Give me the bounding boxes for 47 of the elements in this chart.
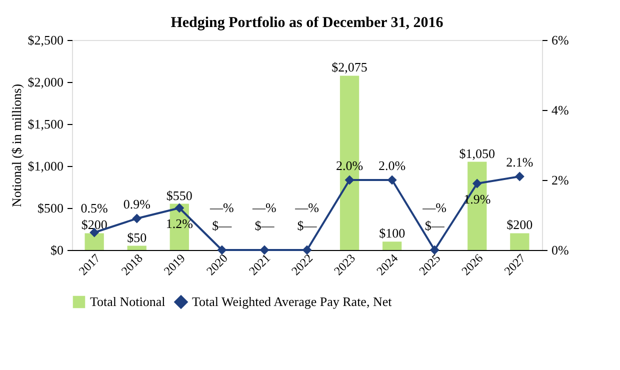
y-tick-label: $1,500: [28, 116, 64, 132]
point: [174, 203, 184, 213]
legend-label: Total Notional: [90, 294, 166, 309]
y-tick-label: $0: [50, 242, 64, 258]
point: [260, 245, 270, 255]
data-label: $200: [81, 217, 108, 232]
point: [217, 245, 227, 255]
bar: [382, 242, 402, 250]
y-tick-label: $2,000: [28, 74, 64, 90]
data-label: —%: [422, 200, 447, 215]
y2-tick-label: 2%: [552, 172, 569, 188]
data-label: —%: [209, 200, 234, 215]
data-label: $50: [127, 230, 147, 245]
point: [472, 178, 482, 188]
bar: [510, 233, 530, 250]
y-tick-label: $500: [38, 200, 64, 216]
data-label: $—: [212, 218, 233, 233]
y2-tick-label: 4%: [552, 102, 569, 118]
y2-tick-label: 0%: [552, 242, 569, 258]
data-label: 0.5%: [80, 200, 108, 216]
y-tick-label: $2,500: [28, 32, 64, 48]
data-label: —%: [252, 200, 277, 215]
point: [387, 175, 397, 185]
chart-title: Hedging Portfolio as of December 31, 2016: [170, 15, 444, 31]
point: [514, 172, 524, 182]
y2-tick-label: 6%: [552, 32, 569, 48]
data-label: $—: [424, 218, 446, 233]
data-label: $550: [166, 188, 192, 203]
bar: [84, 233, 104, 250]
data-label: 2.0%: [378, 158, 406, 173]
data-label: $100: [379, 226, 406, 241]
data-label: 0.9%: [123, 196, 151, 212]
legend-label: Total Weighted Average Pay Rate, Net: [192, 294, 392, 309]
point: [132, 214, 142, 224]
data-label: $2,075: [332, 60, 368, 75]
y-axis-title: Notional ($ in millions): [8, 84, 24, 208]
data-label: $—: [254, 218, 276, 233]
y-tick-label: $1,000: [28, 158, 64, 174]
data-label: 2.1%: [506, 154, 534, 170]
point: [344, 175, 354, 185]
data-label: —%: [294, 200, 320, 215]
point: [302, 245, 312, 255]
point: [430, 245, 440, 255]
data-label: $200: [506, 217, 533, 232]
data-label: $—: [297, 218, 318, 233]
data-label: $1,050: [459, 146, 496, 161]
bar: [127, 246, 146, 250]
